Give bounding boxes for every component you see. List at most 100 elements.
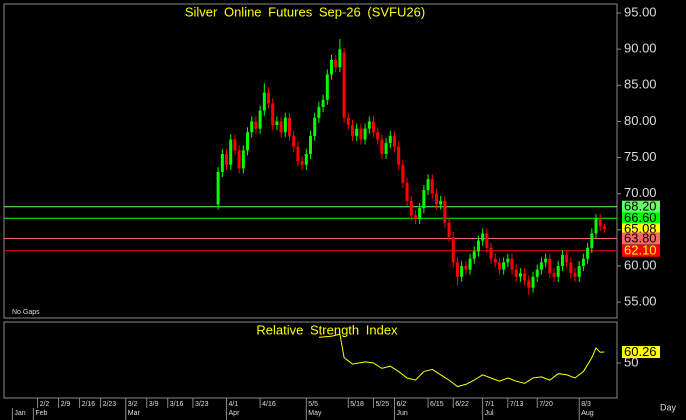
candle-body (283, 117, 287, 133)
candle-body (304, 153, 308, 165)
candle-body (544, 258, 548, 263)
candle-body (497, 262, 501, 270)
candle-body (329, 60, 333, 75)
candle-body (338, 49, 342, 68)
month-label: Jan (14, 410, 25, 417)
candle-body (292, 135, 296, 147)
rsi-last-box (622, 346, 660, 359)
x-tick-label: 6/2 (396, 401, 406, 408)
x-tick-label: 4/16 (262, 401, 276, 408)
candle-body (581, 258, 585, 266)
x-tick-label: 5/18 (350, 401, 364, 408)
candle-body (405, 182, 409, 201)
y-tick-label: 95.00 (624, 4, 657, 19)
month-label: May (308, 410, 322, 417)
price-panel (3, 3, 618, 319)
candle-body (250, 121, 254, 133)
candle-body (602, 226, 606, 230)
candle-body (384, 143, 388, 154)
candle-body (418, 208, 422, 219)
candle-body (371, 121, 375, 133)
level-label: 68.20 (624, 199, 657, 214)
candle-body (267, 92, 271, 104)
candle-body (451, 237, 455, 263)
candle-body (460, 265, 464, 277)
month-label: Jun (396, 410, 407, 417)
rsi-last-label: 60.26 (624, 344, 657, 359)
level-label-box (622, 244, 660, 257)
candle-body (422, 190, 426, 209)
month-label: Mar (128, 410, 141, 417)
candle-body (556, 265, 560, 277)
chart-title: Silver Online Futures Sep-26 (SVFU26) (185, 4, 425, 19)
y-tick-label: 70.00 (624, 185, 657, 200)
candle-body (237, 150, 241, 169)
candle-body (472, 251, 476, 259)
x-tick-label: 6/15 (430, 401, 444, 408)
candle-body (531, 276, 535, 288)
level-label-box (622, 212, 660, 225)
candle-body (346, 117, 350, 126)
candle-body (397, 146, 401, 165)
candle-body (317, 106, 321, 118)
candle-body (590, 233, 594, 248)
candle-body (288, 117, 292, 136)
level-label-box (622, 200, 660, 213)
y-tick-label: 55.00 (624, 294, 657, 309)
x-tick-label: 3/2 (128, 401, 138, 408)
candle-body (598, 218, 602, 227)
candle-body (388, 135, 392, 144)
candle-body (262, 92, 266, 111)
candle-body (258, 110, 262, 129)
rsi-tick-label: 50 (624, 354, 638, 369)
candle-body (216, 172, 220, 205)
x-tick-label: 2/16 (82, 401, 96, 408)
level-label: 62.10 (624, 243, 657, 258)
candle-body (392, 135, 396, 147)
candle-body (502, 262, 506, 270)
candle-body (241, 150, 245, 169)
candle-body (493, 258, 497, 263)
note: No Gaps (12, 309, 40, 316)
candle-body (246, 132, 250, 151)
candle-body (489, 247, 493, 259)
month-label: Aug (581, 410, 594, 417)
level-label: 63.80 (624, 230, 657, 245)
candle-body (577, 265, 581, 277)
x-tick-label: 2/2 (40, 401, 50, 408)
x-tick-label: 7/1 (485, 401, 495, 408)
candle-body (350, 125, 354, 136)
candle-body (535, 269, 539, 277)
x-tick-label: 5/25 (375, 401, 389, 408)
candle-body (300, 161, 304, 165)
candle-body (506, 258, 510, 263)
candle-body (485, 233, 489, 248)
x-tick-label: 5/5 (308, 401, 318, 408)
candle-body (334, 60, 338, 68)
candle-body (439, 200, 443, 205)
x-tick-label: 3/16 (170, 401, 184, 408)
level-label-box (622, 232, 660, 245)
y-tick-label: 90.00 (624, 41, 657, 56)
x-tick-label: 7/20 (539, 401, 553, 408)
candle-body (594, 218, 598, 234)
candle-body (434, 193, 438, 205)
candle-body (569, 262, 573, 274)
candle-body (313, 117, 317, 136)
candle-body (380, 139, 384, 154)
candle-body (560, 255, 564, 266)
candle-body (342, 52, 346, 118)
month-label: Feb (35, 410, 47, 417)
candle-body (296, 146, 300, 162)
y-tick-label: 60.00 (624, 257, 657, 272)
candle-body (376, 132, 380, 140)
candle-body (271, 103, 275, 126)
candle-body (225, 153, 229, 165)
candle-body (413, 215, 417, 219)
candle-body (565, 255, 569, 263)
candle-body (409, 200, 413, 216)
candle-body (464, 265, 468, 270)
candle-body (355, 128, 359, 136)
